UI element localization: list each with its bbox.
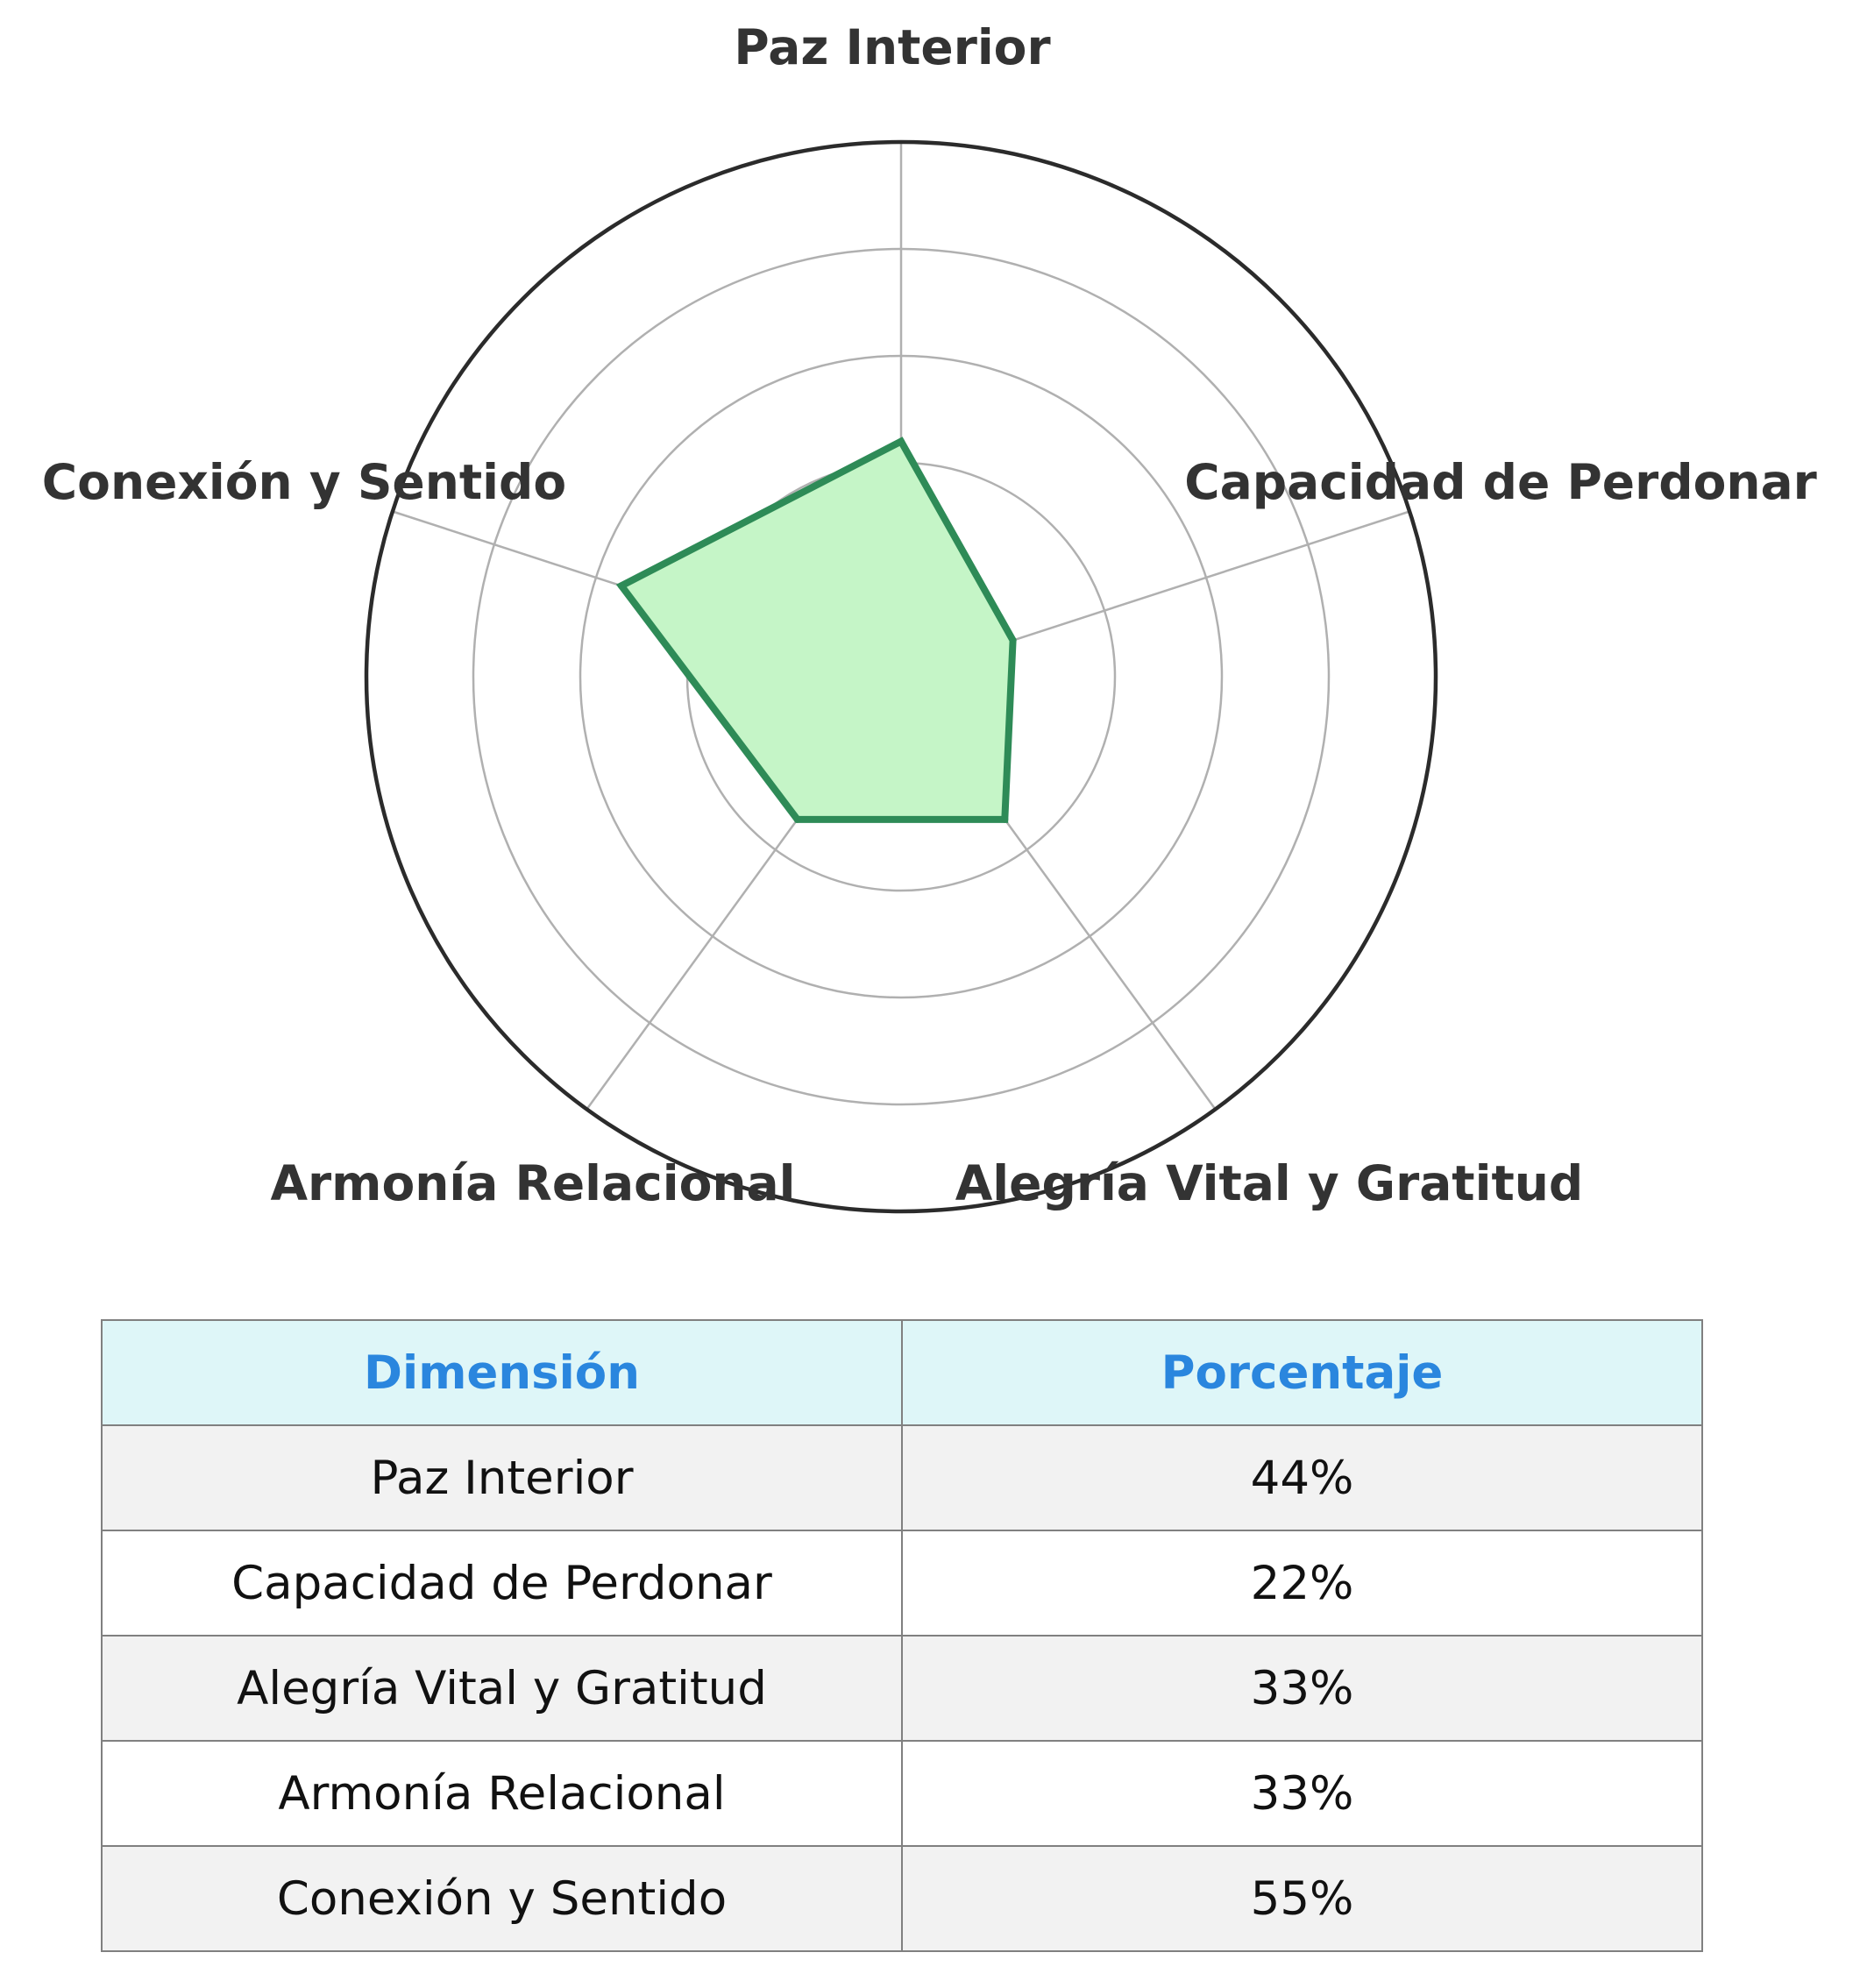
radar-data-point: [1001, 815, 1009, 823]
radar-data-point: [898, 437, 905, 445]
table-row: Capacidad de Perdonar 22%: [101, 1530, 1703, 1637]
table-row: Alegría Vital y Gratitud 33%: [101, 1635, 1703, 1742]
table-cell-dimension: Conexión y Sentido: [101, 1845, 903, 1952]
radar-axis-label: Armonía Relacional: [270, 1155, 795, 1211]
table-row: Conexión y Sentido 55%: [101, 1845, 1703, 1952]
data-table: Dimensión Porcentaje Paz Interior 44% Ca…: [101, 1319, 1703, 1952]
radar-axis-labels: Paz Interior Capacidad de Perdonar Alegría…: [42, 19, 1817, 1211]
radar-data-point: [1009, 636, 1017, 644]
radar-data-point: [617, 582, 625, 590]
table-header-dimension: Dimensión: [101, 1319, 903, 1426]
table-cell-percentage: 44%: [901, 1424, 1703, 1531]
table-cell-dimension: Armonía Relacional: [101, 1740, 903, 1847]
table-cell-dimension: Alegría Vital y Gratitud: [101, 1635, 903, 1742]
radar-data-point: [793, 815, 801, 823]
radar-axis-label: Alegría Vital y Gratitud: [955, 1155, 1584, 1211]
table-header-row: Dimensión Porcentaje: [101, 1319, 1703, 1426]
table-cell-percentage: 55%: [901, 1845, 1703, 1952]
data-table-container: Dimensión Porcentaje Paz Interior 44% Ca…: [101, 1319, 1703, 1952]
table-cell-dimension: Capacidad de Perdonar: [101, 1530, 903, 1637]
table-row: Armonía Relacional 33%: [101, 1740, 1703, 1847]
radar-vertices: [617, 437, 1017, 823]
table-cell-dimension: Paz Interior: [101, 1424, 903, 1531]
radar-axis-label: Paz Interior: [734, 19, 1050, 75]
radar-axis-label: Capacidad de Perdonar: [1184, 454, 1817, 510]
table-row: Paz Interior 44%: [101, 1424, 1703, 1531]
radar-axis-label: Conexión y Sentido: [42, 454, 566, 510]
radar-series-area: [615, 437, 1017, 823]
table-cell-percentage: 33%: [901, 1635, 1703, 1742]
table-cell-percentage: 33%: [901, 1740, 1703, 1847]
table-cell-percentage: 22%: [901, 1530, 1703, 1637]
table-header-percentage: Porcentaje: [901, 1319, 1703, 1426]
radar-outer-frame: [364, 139, 1438, 1214]
radar-chart: Paz Interior Capacidad de Perdonar Alegría…: [42, 19, 1817, 1214]
